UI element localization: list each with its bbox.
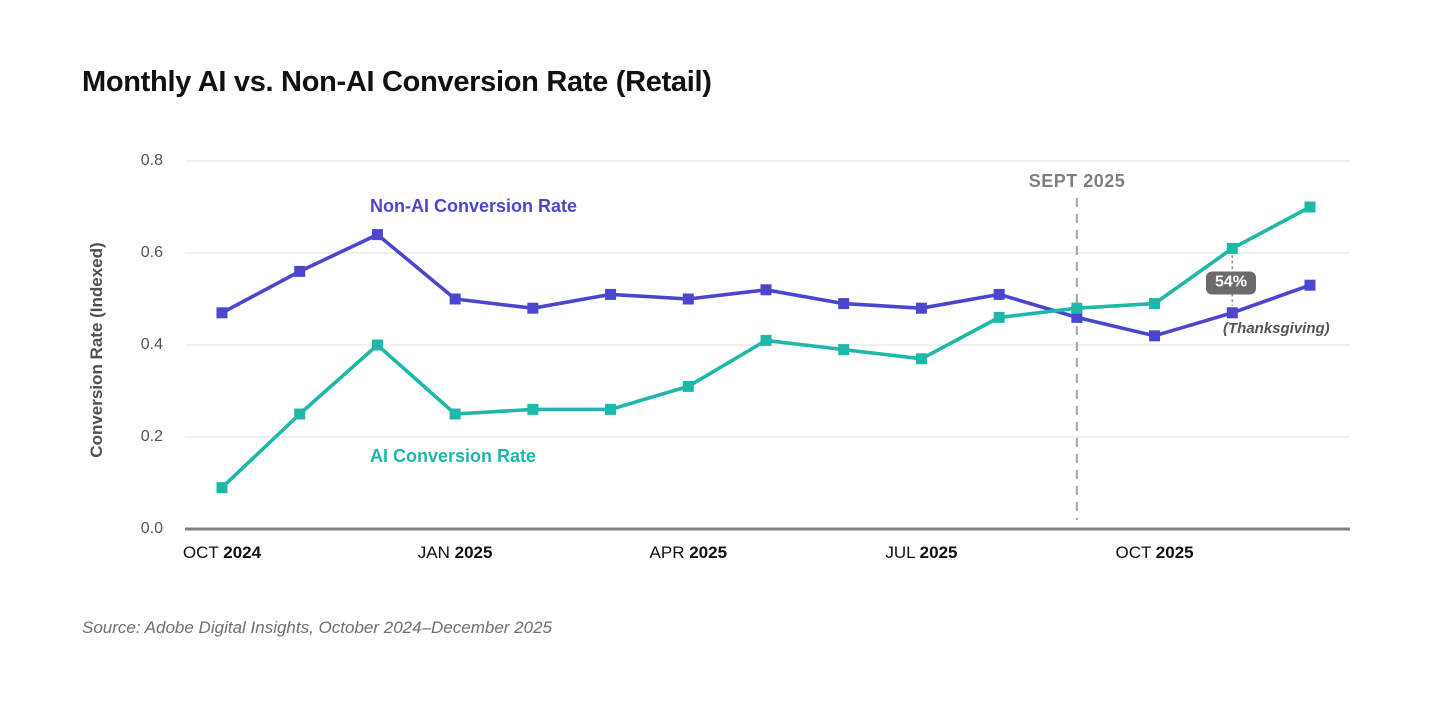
ai-data-point <box>1071 302 1083 314</box>
y-axis-title: Conversion Rate (Indexed) <box>87 242 106 458</box>
x-tick-label: OCT 2025 <box>1115 543 1194 562</box>
x-tick-label: JAN 2025 <box>417 543 493 562</box>
non-ai-data-point <box>605 288 617 300</box>
source-attribution: Source: Adobe Digital Insights, October … <box>82 618 552 637</box>
series-label-ai: AI Conversion Rate <box>370 446 537 466</box>
chart-title: Monthly AI vs. Non-AI Conversion Rate (R… <box>82 66 712 98</box>
ai-data-point <box>993 311 1005 323</box>
non-ai-data-point <box>1149 330 1161 342</box>
non-ai-data-point <box>449 293 461 305</box>
ai-data-point <box>294 408 306 420</box>
thanksgiving-annotation: (Thanksgiving) <box>1223 320 1330 337</box>
ai-data-point <box>216 482 228 494</box>
ai-data-point <box>838 344 850 356</box>
y-tick-label: 0.0 <box>140 520 163 537</box>
ai-data-point <box>1304 201 1316 213</box>
x-tick-label: APR 2025 <box>649 543 728 562</box>
ai-data-point <box>527 403 539 415</box>
lift-badge: 54% <box>1205 271 1257 295</box>
non-ai-data-point <box>838 298 850 310</box>
non-ai-data-point <box>371 229 383 241</box>
non-ai-data-point <box>915 302 927 314</box>
non-ai-data-point <box>1304 279 1316 291</box>
ai-data-point <box>1226 242 1238 254</box>
ai-data-point <box>915 353 927 365</box>
ai-data-point <box>371 339 383 351</box>
ai-data-point <box>605 403 617 415</box>
x-tick-label: JUL 2025 <box>885 543 958 562</box>
non-ai-data-point <box>294 265 306 277</box>
sept-2025-vline-label: SEPT 2025 <box>1028 171 1126 191</box>
non-ai-data-point <box>216 307 228 319</box>
series-label-non-ai: Non-AI Conversion Rate <box>370 196 578 216</box>
x-tick-label: OCT 2024 <box>182 543 262 562</box>
y-tick-label: 0.8 <box>140 152 163 169</box>
non-ai-data-point <box>682 293 694 305</box>
ai-data-point <box>449 408 461 420</box>
ai-data-point <box>1149 298 1161 310</box>
non-ai-data-point <box>993 288 1005 300</box>
ai-data-point <box>682 380 694 392</box>
ai-data-point <box>760 334 772 346</box>
non-ai-data-point <box>1226 307 1238 319</box>
non-ai-data-point <box>1071 311 1083 323</box>
y-tick-label: 0.4 <box>140 336 163 353</box>
y-tick-label: 0.6 <box>140 244 163 261</box>
y-tick-label: 0.2 <box>140 428 163 445</box>
non-ai-data-point <box>527 302 539 314</box>
non-ai-data-point <box>760 284 772 296</box>
